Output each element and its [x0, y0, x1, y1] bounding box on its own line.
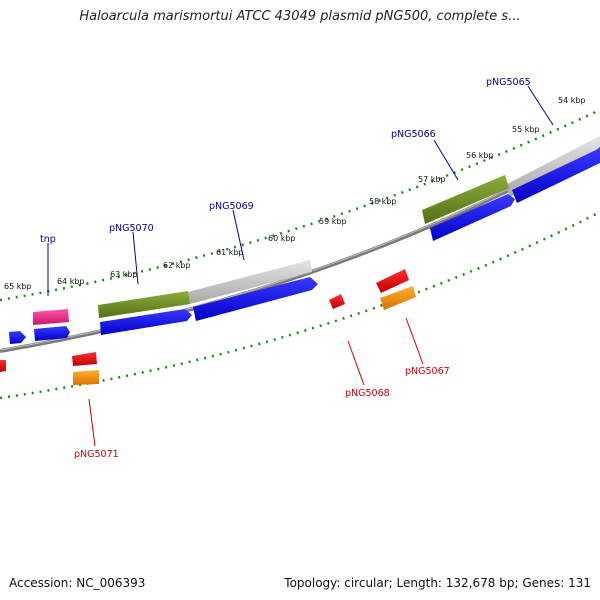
tick-label: 65 kbp: [4, 282, 32, 291]
tick-label: 54 kbp: [558, 96, 586, 105]
tick-label: 63 kbp: [110, 270, 138, 279]
tick-label: 59 kbp: [319, 217, 347, 226]
gene-label-forward[interactable]: pNG5065: [486, 77, 531, 88]
gene-reverse-arrow: [329, 294, 345, 309]
gene-reverse-arrow: [0, 360, 6, 372]
tick-label: 64 kbp: [57, 277, 85, 286]
gene-label-reverse[interactable]: pNG5068: [345, 388, 390, 399]
tick-label: 55 kbp: [512, 125, 540, 134]
gene-reverse-arrow: [72, 352, 97, 366]
gene-forward-arrow: [193, 277, 318, 321]
gene-label-forward[interactable]: tnp: [40, 234, 56, 245]
leader-line: [433, 139, 459, 181]
map-title: Haloarcula marismortui ATCC 43049 plasmi…: [79, 9, 521, 24]
gene-label-reverse[interactable]: pNG5071: [74, 449, 119, 460]
leader-line: [232, 209, 245, 261]
tick-label: 61 kbp: [216, 248, 244, 257]
gene-reverse-arrow: [73, 370, 99, 385]
tick-label: 62 kbp: [163, 261, 191, 270]
inner-tick-ring: [0, 210, 600, 400]
gene-label-forward[interactable]: pNG5066: [391, 129, 436, 140]
gene-forward-arrow: [9, 331, 26, 344]
gene-reverse-arrow: [376, 269, 409, 293]
feature-pink-band: [33, 309, 69, 325]
tick-label: 56 kbp: [466, 151, 494, 160]
gene-label-reverse[interactable]: pNG5067: [405, 366, 450, 377]
feature-gray-band-2: [188, 260, 312, 304]
tick-label: 60 kbp: [268, 234, 296, 243]
backbone-highlight: [0, 140, 600, 351]
leader-line: [88, 398, 96, 447]
leader-line: [132, 231, 139, 285]
leader-line: [405, 317, 424, 365]
gene-label-forward[interactable]: pNG5070: [109, 223, 154, 234]
tick-label: 58 kbp: [369, 197, 397, 206]
leader-line: [347, 340, 365, 386]
gene-forward-arrow: [512, 147, 600, 203]
leader-line: [527, 85, 554, 126]
feature-gray-band: [505, 136, 600, 197]
feature-green-band-2: [98, 291, 190, 318]
accession-text: Accession: NC_006393: [9, 576, 146, 590]
feature-green-band: [422, 175, 509, 224]
gene-reverse-arrow: [380, 286, 416, 310]
gene-label-forward[interactable]: pNG5069: [209, 201, 254, 212]
gene-forward-arrow: [100, 309, 192, 335]
gene-forward-arrow: [34, 326, 70, 341]
topology-summary-text: Topology: circular; Length: 132,678 bp; …: [284, 576, 591, 590]
gene-forward-arrow: [430, 194, 515, 241]
backbone: [0, 140, 600, 353]
tick-label: 57 kbp: [418, 175, 446, 184]
